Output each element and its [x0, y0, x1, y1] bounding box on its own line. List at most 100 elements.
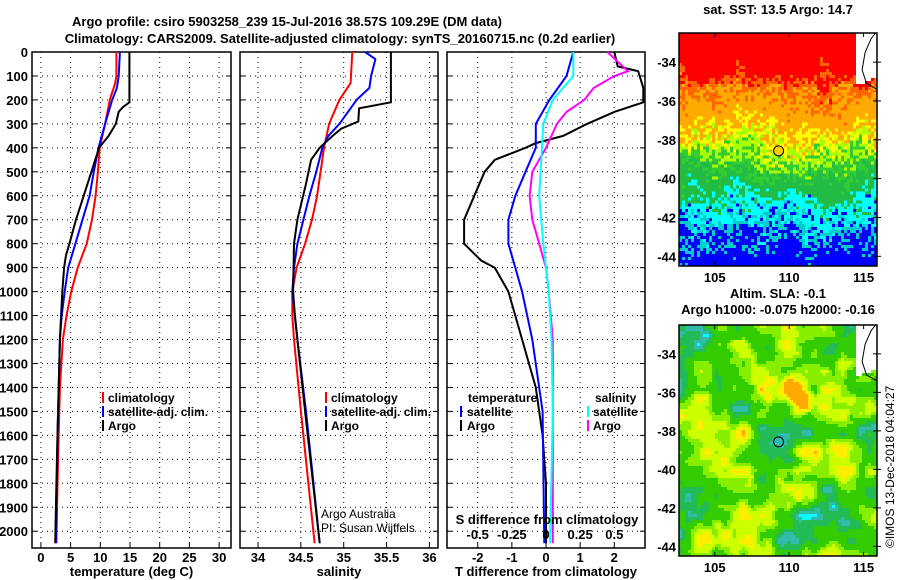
argo-float-marker [773, 145, 785, 157]
y-tick-label: 1800 [0, 476, 28, 491]
y-tick-label: 1300 [0, 356, 28, 371]
y-tick-label: 1500 [0, 404, 28, 419]
lat-tick-label: -34 [657, 347, 677, 362]
y-tick-label: 600 [6, 189, 28, 204]
lon-tick-label: 110 [779, 270, 800, 285]
lat-tick-label: -44 [657, 249, 677, 264]
copyright: ©IMOS 13-Dec-2018 04:04:27 [883, 385, 897, 548]
lat-tick-label: -36 [657, 385, 676, 400]
x2-tick-label: -0.25 [497, 527, 527, 542]
x-tick-label: -2 [472, 550, 484, 565]
x-tick-label: 30 [212, 550, 226, 565]
y-tick-label: 1400 [0, 380, 28, 395]
x-tick-label: 36 [422, 550, 436, 565]
y-tick-label: 1000 [0, 285, 28, 300]
x2-tick-label: 0 [542, 527, 549, 542]
y-tick-label: 500 [6, 165, 28, 180]
lat-tick-label: -42 [657, 210, 676, 225]
x-tick-label: 0 [37, 550, 44, 565]
coastline [861, 324, 878, 382]
plot-frame [31, 51, 232, 549]
map-title: sat. SST: 13.5 Argo: 14.7 [703, 2, 853, 17]
legend-label: Argo [331, 419, 359, 433]
y-tick-label: 300 [6, 117, 28, 132]
x2-tick-label: -0.5 [467, 527, 489, 542]
legend-label: satellite-adj. clim. [108, 405, 208, 419]
x-tick-label: 1 [577, 550, 584, 565]
y-tick-label: 400 [6, 141, 28, 156]
lon-tick-label: 105 [704, 560, 726, 575]
credit: Argo Australia [321, 507, 396, 521]
x-tick-label: 34.5 [288, 550, 313, 565]
legend-label: Argo [593, 419, 621, 433]
map-panel-2: 105 110 115 -34 -36 -38 -40 -42 -44 Altim. SLA: -… [657, 286, 881, 575]
y-tick-label: 800 [6, 237, 28, 252]
lat-tick-label: -38 [657, 133, 676, 148]
x-tick-label: 20 [152, 550, 166, 565]
map-panel-1: 105 110 115 -34 -36 -38 -40 -42 -44 sat. SST: 13.… [657, 2, 881, 285]
title-line2: Climatology: CARS2009. Satellite-adjuste… [65, 31, 616, 46]
lat-tick-label: -38 [657, 424, 676, 439]
series-satellite-adj-clim- [54, 51, 121, 544]
x-tick-label: 0 [542, 550, 549, 565]
pi-name: PI: Susan Wijffels [321, 521, 415, 535]
panel-3: -2 -1 0 1 2T difference from climatology temp… [446, 51, 646, 579]
y-tick-label: 1100 [0, 309, 28, 324]
legend-label: climatology [331, 391, 398, 405]
y-tick-label: 200 [6, 93, 28, 108]
x-axis-label: temperature (deg C) [70, 564, 194, 579]
y-tick-label: 1700 [0, 452, 28, 467]
y-tick-label: 900 [6, 261, 28, 276]
lat-tick-label: -42 [657, 501, 676, 516]
coastline [861, 32, 878, 90]
legend-title-temperature: temperature [468, 391, 538, 405]
lat-tick-label: -40 [657, 172, 676, 187]
x-axis-label: T difference from climatology [455, 564, 638, 579]
legend-label: satellite-adj. clim. [331, 405, 431, 419]
x-tick-label: 34 [251, 550, 266, 565]
series-climatology [291, 51, 354, 544]
series-satellite-adj-clim- [291, 51, 377, 544]
x-tick-label: 35.5 [374, 550, 399, 565]
panel-1: 0100200300400500600700800900100011001200… [0, 45, 232, 579]
x-tick-label: 15 [123, 550, 137, 565]
x-tick-label: -1 [506, 550, 518, 565]
lon-tick-label: 110 [779, 560, 800, 575]
plot-frame [446, 51, 646, 549]
plot-frame [239, 51, 439, 549]
lon-tick-label: 105 [704, 270, 726, 285]
map-frame [678, 324, 878, 557]
legend-label: satellite [467, 405, 512, 419]
y-tick-label: 1900 [0, 500, 28, 515]
series-temperature-argo [463, 51, 645, 544]
map-frame [678, 32, 878, 267]
series-salinity-satellite [538, 52, 575, 544]
lon-tick-label: 115 [853, 270, 874, 285]
lat-tick-label: -34 [657, 55, 677, 70]
x-tick-label: 35 [336, 550, 350, 565]
x-tick-label: 5 [67, 550, 74, 565]
x2-tick-label: 0.5 [605, 527, 623, 542]
y-tick-label: 100 [6, 69, 28, 84]
series-climatology [55, 52, 118, 544]
legend-label: satellite [593, 405, 638, 419]
lat-tick-label: -36 [657, 94, 676, 109]
y-tick-label: 0 [21, 45, 28, 60]
lat-tick-label: -40 [657, 462, 676, 477]
x-tick-label: 2 [611, 550, 618, 565]
x-axis-label: salinity [317, 564, 363, 579]
map-title: Altim. SLA: -0.1 [730, 286, 826, 301]
x-tick-label: 10 [93, 550, 107, 565]
x-tick-label: 25 [182, 550, 196, 565]
x2-tick-label: 0.25 [567, 527, 592, 542]
title-line1: Argo profile: csiro 5903258_239 15-Jul-2… [72, 14, 502, 29]
lat-tick-label: -44 [657, 539, 677, 554]
x2-axis-label: S difference from climatology [456, 512, 640, 527]
series-temperature-satellite [507, 51, 575, 544]
y-tick-label: 2000 [0, 524, 28, 539]
y-tick-label: 700 [6, 213, 28, 228]
sla-map [679, 325, 877, 556]
legend-label: climatology [108, 391, 175, 405]
